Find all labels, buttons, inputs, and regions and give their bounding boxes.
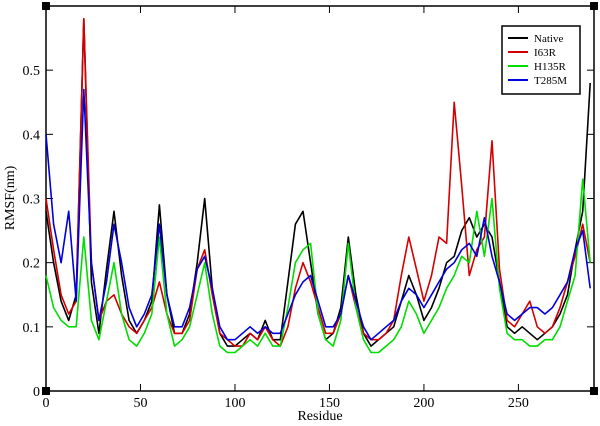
y-tick-label: 0.5 (23, 64, 41, 79)
series-line-t285m (45, 88, 591, 341)
legend-label-h135r: H135R (534, 61, 566, 73)
x-tick-label: 200 (413, 396, 434, 411)
y-tick-label: 0.1 (23, 321, 41, 336)
x-tick-label: 50 (133, 396, 147, 411)
legend-label-t285m: T285M (534, 75, 567, 87)
legend: Native I63R H135R T285M (501, 25, 581, 95)
y-axis-label: RMSF(nm) (3, 165, 18, 230)
y-tick-label: 0.3 (23, 193, 41, 208)
series-line-h135r (45, 178, 591, 354)
legend-entries: Native I63R H135R T285M (508, 33, 567, 87)
x-axis-label: Residue (297, 409, 342, 424)
corner-handle-top-right (590, 2, 598, 10)
legend-label-i63r: I63R (534, 47, 557, 59)
x-tick-label: 100 (224, 396, 245, 411)
x-tick-label: 0 (43, 396, 50, 411)
x-tick-label: 250 (508, 396, 529, 411)
x-tick-label: 150 (319, 396, 340, 411)
y-tick-label: 0.4 (23, 128, 41, 143)
y-axis-ticks: 0 0.1 0.2 0.3 0.4 0.5 (23, 64, 594, 400)
legend-label-native: Native (534, 33, 563, 45)
y-tick-label: 0.2 (23, 257, 41, 272)
y-tick-label: 0 (33, 385, 40, 400)
series-lines (45, 17, 591, 354)
x-axis-ticks: 0 50 100 150 200 250 (43, 6, 529, 411)
